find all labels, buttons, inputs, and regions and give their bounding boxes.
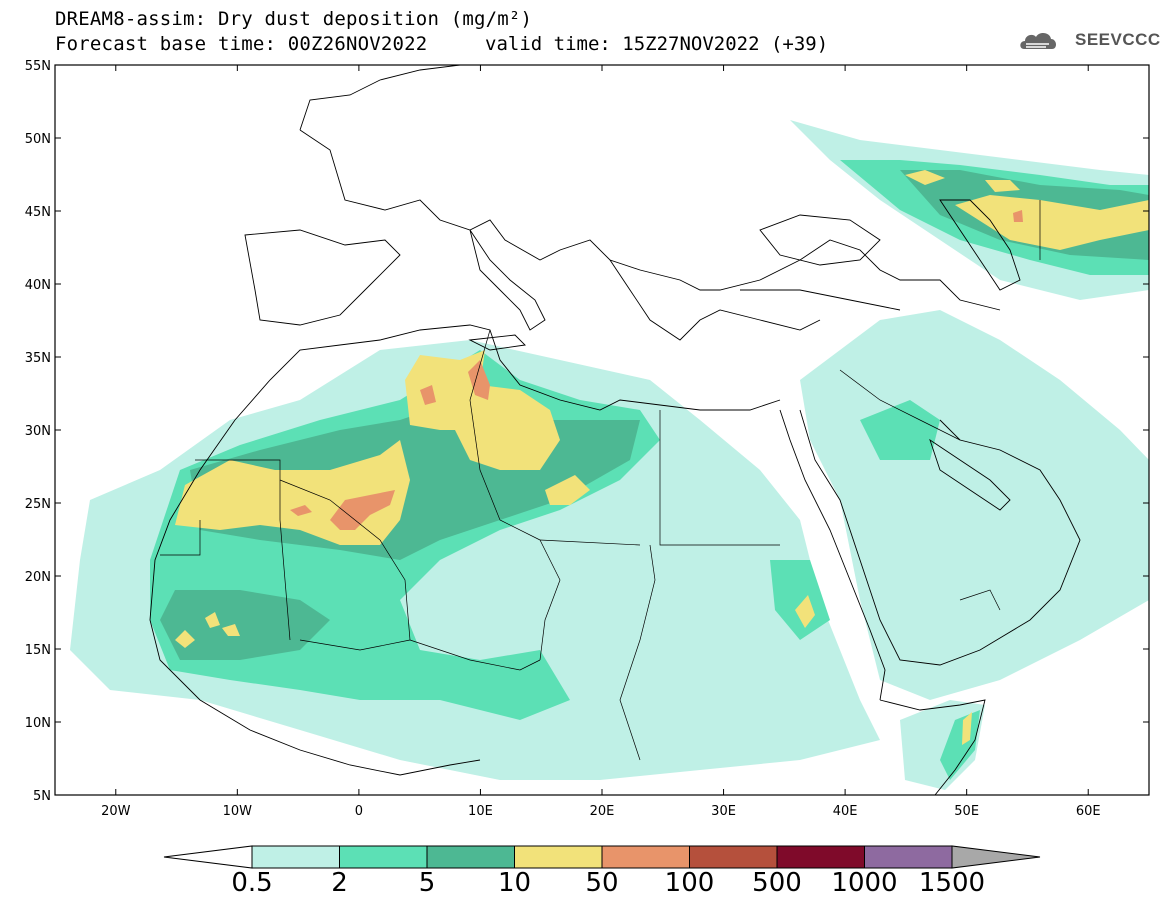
colorbar-cell (339, 845, 428, 869)
latitude-axis: 55N 50N 45N 40N 35N 30N 25N 20N 15N 10N 5N (25, 59, 1149, 804)
dust-level4-kazakh (905, 170, 1020, 192)
lon-label: 10E (468, 804, 493, 819)
colorbar-threshold-label: 500 (752, 868, 802, 898)
lat-label: 55N (25, 59, 51, 74)
lat-label: 10N (25, 716, 51, 731)
dust-level4-caspian (955, 195, 1149, 250)
lat-label: 25N (25, 497, 51, 512)
dust-level1-arabia (800, 310, 1149, 700)
forecast-base-time: Forecast base time: 00Z26NOV2022 (55, 33, 428, 55)
lon-label: 10W (223, 804, 253, 819)
dust-level4-libya (545, 475, 590, 505)
lon-label: 0 (355, 804, 363, 819)
lat-label: 15N (25, 643, 51, 658)
dust-level4-algeria (405, 350, 560, 470)
colorbar-threshold-label: 1500 (918, 868, 986, 898)
dust-level4-somalia (962, 712, 972, 745)
colorbar-under-arrow (163, 845, 253, 869)
lon-label: 60E (1076, 804, 1101, 819)
lat-label: 30N (25, 424, 51, 439)
colorbar-cell (514, 845, 603, 869)
cloud-icon (1020, 33, 1057, 49)
lat-label: 20N (25, 570, 51, 585)
colorbar-threshold-label: 10 (497, 868, 532, 898)
lat-label: 45N (25, 205, 51, 220)
dust-level4-sudan (795, 595, 815, 628)
colorbar-cell (601, 845, 690, 869)
dust-level5-algeria (420, 360, 490, 405)
valid-time: valid time: 15Z27NOV2022 (+39) (485, 33, 829, 55)
colorbar-over-arrow (951, 845, 1041, 869)
map-title: DREAM8-assim: Dry dust deposition (mg/m²… (55, 8, 533, 30)
colorbar-threshold-label: 0.5 (231, 868, 273, 898)
dust-field (70, 120, 1149, 790)
colorbar-cell (864, 845, 953, 869)
colorbar-threshold-label: 100 (664, 868, 715, 898)
colorbar-cell (776, 845, 865, 869)
colorbar-cell (251, 845, 340, 869)
colorbar-threshold-label: 5 (418, 868, 436, 898)
dust-level4-mali (175, 612, 240, 648)
longitude-axis: 20W 10W 0 10E 20E 30E 40E 50E 60E (101, 65, 1101, 819)
lon-label: 40E (833, 804, 858, 819)
lat-label: 35N (25, 351, 51, 366)
logo-text: SEEVCCC (1075, 30, 1161, 49)
lat-label: 5N (33, 789, 51, 804)
colorbar-threshold-label: 1000 (831, 868, 898, 898)
lat-label: 40N (25, 278, 51, 293)
lon-label: 20W (101, 804, 131, 819)
lon-label: 50E (954, 804, 979, 819)
colorbar-threshold-label: 2 (331, 868, 348, 898)
colorbar-cell (689, 845, 778, 869)
lon-label: 20E (590, 804, 615, 819)
dust-level2-sudan (770, 560, 830, 640)
lon-label: 30E (711, 804, 736, 819)
dust-level5-caspian (1013, 210, 1023, 222)
colorbar-cell (426, 845, 515, 869)
colorbar-threshold-label: 50 (585, 868, 619, 898)
coastlines-borders (149, 65, 1081, 795)
lat-label: 50N (25, 132, 51, 147)
dust-level2-iraq (860, 400, 940, 460)
